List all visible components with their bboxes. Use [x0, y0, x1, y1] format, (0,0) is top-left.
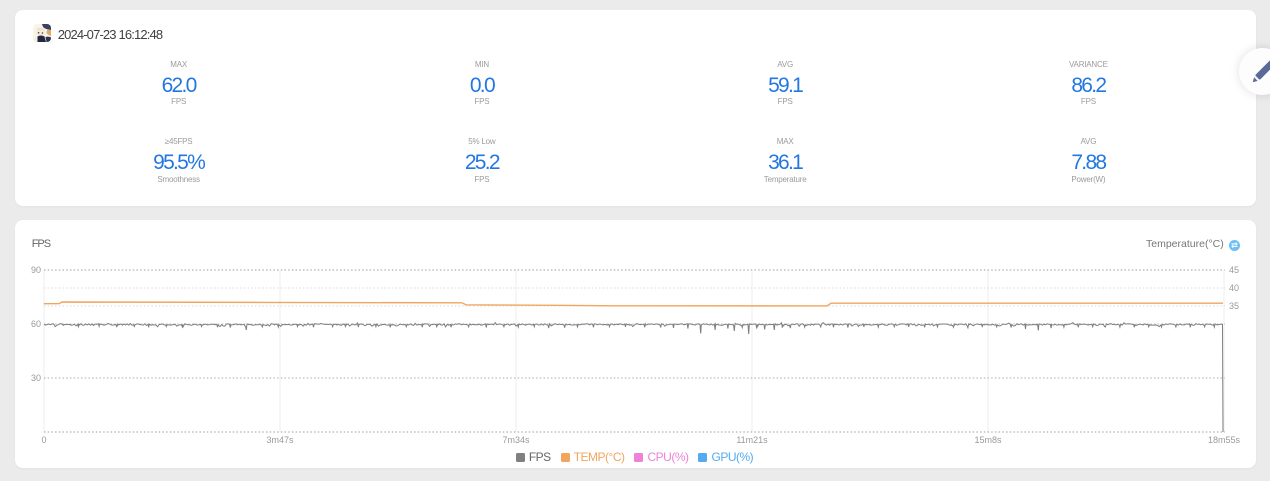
svg-text:90: 90	[31, 265, 41, 275]
svg-text:35: 35	[1229, 301, 1239, 311]
svg-text:7m34s: 7m34s	[502, 435, 530, 445]
svg-text:18m55s: 18m55s	[1208, 435, 1241, 445]
svg-text:11m21s: 11m21s	[736, 435, 768, 445]
svg-text:45: 45	[1229, 265, 1239, 275]
svg-text:15m8s: 15m8s	[974, 435, 1002, 445]
svg-text:40: 40	[1229, 283, 1239, 293]
svg-text:0: 0	[41, 435, 46, 445]
svg-text:60: 60	[31, 319, 41, 329]
svg-text:30: 30	[31, 373, 41, 383]
svg-text:3m47s: 3m47s	[266, 435, 294, 445]
